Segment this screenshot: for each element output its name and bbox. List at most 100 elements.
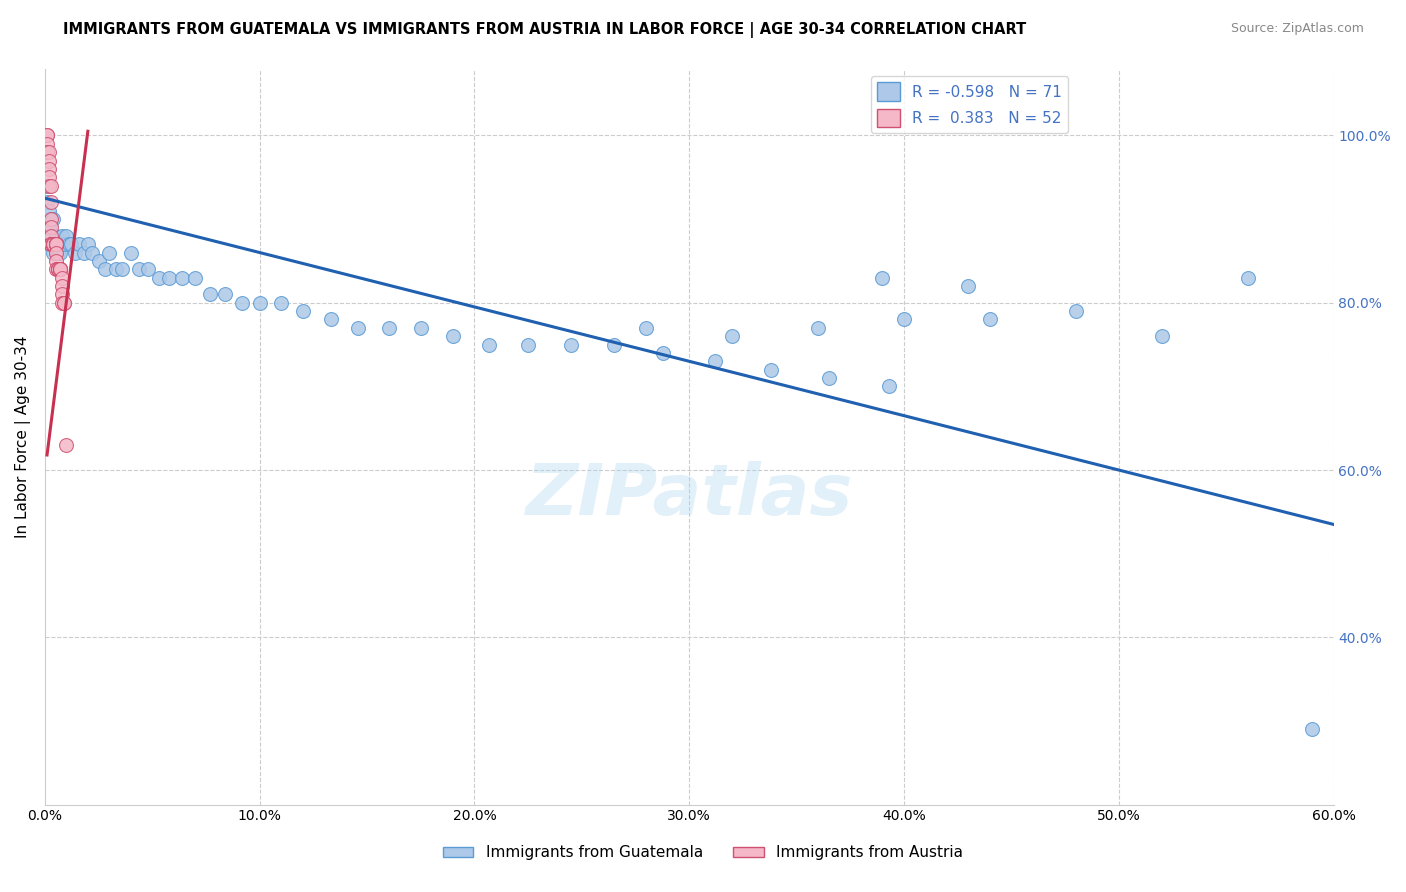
- Point: [979, 312, 1001, 326]
- Point: [49, 262, 72, 277]
- Point: [55, 438, 77, 452]
- Point: [42, 237, 65, 252]
- Point: [184, 270, 207, 285]
- Point: [111, 262, 134, 277]
- Point: [38, 161, 60, 176]
- Point: [49, 262, 72, 277]
- Point: [41, 212, 63, 227]
- Point: [45, 253, 67, 268]
- Point: [51, 279, 73, 293]
- Point: [49, 262, 72, 277]
- Point: [35, 136, 58, 151]
- Point: [45, 245, 67, 260]
- Point: [35, 145, 58, 160]
- Point: [41, 195, 63, 210]
- Point: [249, 295, 271, 310]
- Point: [51, 287, 73, 301]
- Point: [104, 262, 127, 277]
- Point: [45, 237, 67, 252]
- Point: [94, 262, 117, 277]
- Point: [377, 321, 399, 335]
- Point: [49, 262, 72, 277]
- Point: [807, 321, 830, 335]
- Point: [1150, 329, 1173, 343]
- Point: [98, 245, 121, 260]
- Point: [45, 237, 67, 252]
- Point: [46, 262, 69, 277]
- Point: [120, 245, 142, 260]
- Text: IMMIGRANTS FROM GUATEMALA VS IMMIGRANTS FROM AUSTRIA IN LABOR FORCE | AGE 30-34 : IMMIGRANTS FROM GUATEMALA VS IMMIGRANTS …: [63, 22, 1026, 38]
- Point: [441, 329, 464, 343]
- Point: [42, 237, 65, 252]
- Point: [45, 237, 67, 252]
- Point: [53, 237, 76, 252]
- Point: [67, 237, 90, 252]
- Point: [35, 195, 58, 210]
- Y-axis label: In Labor Force | Age 30-34: In Labor Force | Age 30-34: [15, 335, 31, 538]
- Point: [872, 270, 894, 285]
- Point: [35, 128, 58, 143]
- Point: [49, 262, 72, 277]
- Point: [42, 237, 65, 252]
- Legend: Immigrants from Guatemala, Immigrants from Austria: Immigrants from Guatemala, Immigrants fr…: [437, 839, 969, 866]
- Point: [159, 270, 181, 285]
- Point: [128, 262, 150, 277]
- Point: [72, 245, 94, 260]
- Point: [46, 262, 69, 277]
- Point: [603, 337, 626, 351]
- Point: [53, 295, 76, 310]
- Point: [45, 237, 67, 252]
- Point: [41, 212, 63, 227]
- Point: [560, 337, 582, 351]
- Point: [893, 312, 915, 326]
- Point: [652, 346, 675, 360]
- Point: [42, 237, 65, 252]
- Point: [59, 237, 82, 252]
- Point: [46, 237, 69, 252]
- Point: [49, 245, 72, 260]
- Point: [319, 312, 342, 326]
- Point: [46, 262, 69, 277]
- Point: [51, 228, 73, 243]
- Point: [148, 270, 170, 285]
- Point: [42, 237, 65, 252]
- Text: ZIPatlas: ZIPatlas: [526, 461, 853, 530]
- Point: [38, 170, 60, 185]
- Point: [42, 237, 65, 252]
- Point: [76, 237, 98, 252]
- Point: [46, 245, 69, 260]
- Point: [291, 304, 314, 318]
- Point: [41, 237, 63, 252]
- Point: [172, 270, 194, 285]
- Point: [45, 237, 67, 252]
- Point: [41, 228, 63, 243]
- Point: [409, 321, 432, 335]
- Point: [42, 237, 65, 252]
- Point: [58, 237, 80, 252]
- Point: [51, 270, 73, 285]
- Point: [1236, 270, 1258, 285]
- Point: [45, 237, 67, 252]
- Point: [35, 128, 58, 143]
- Point: [38, 203, 60, 218]
- Point: [45, 237, 67, 252]
- Point: [41, 237, 63, 252]
- Point: [55, 228, 77, 243]
- Point: [41, 220, 63, 235]
- Point: [45, 262, 67, 277]
- Point: [87, 253, 110, 268]
- Point: [517, 337, 540, 351]
- Point: [51, 295, 73, 310]
- Point: [38, 178, 60, 193]
- Point: [38, 220, 60, 235]
- Point: [38, 153, 60, 168]
- Point: [704, 354, 727, 368]
- Point: [957, 279, 980, 293]
- Point: [53, 295, 76, 310]
- Point: [231, 295, 253, 310]
- Point: [200, 287, 222, 301]
- Point: [41, 237, 63, 252]
- Point: [38, 145, 60, 160]
- Point: [636, 321, 658, 335]
- Point: [817, 371, 839, 385]
